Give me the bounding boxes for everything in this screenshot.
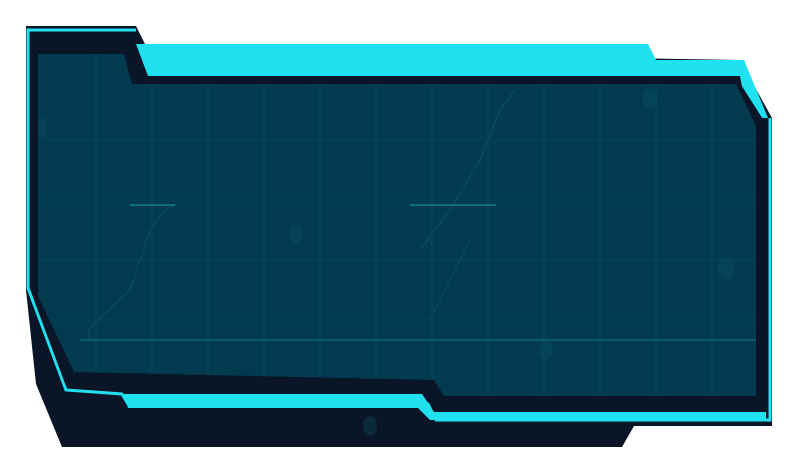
panel-background: [38, 54, 756, 396]
circuit-trace: [429, 239, 471, 321]
frame-top-accent-bar: [136, 44, 768, 118]
emblem-mark-icon: [539, 340, 553, 360]
panel-grid: [38, 54, 756, 396]
emblem-mark-icon: [718, 256, 734, 280]
circuit-trace: [86, 204, 176, 341]
emblem-mark-icon: [363, 416, 377, 436]
circuit-trace: [419, 89, 516, 251]
panel-decorations: [38, 88, 756, 360]
frame-bottom-accent-bar: [124, 394, 766, 420]
emblem-mark-icon: [643, 88, 657, 108]
emblem-mark-icon: [289, 224, 303, 244]
emblem-mark-icon: [38, 118, 47, 138]
